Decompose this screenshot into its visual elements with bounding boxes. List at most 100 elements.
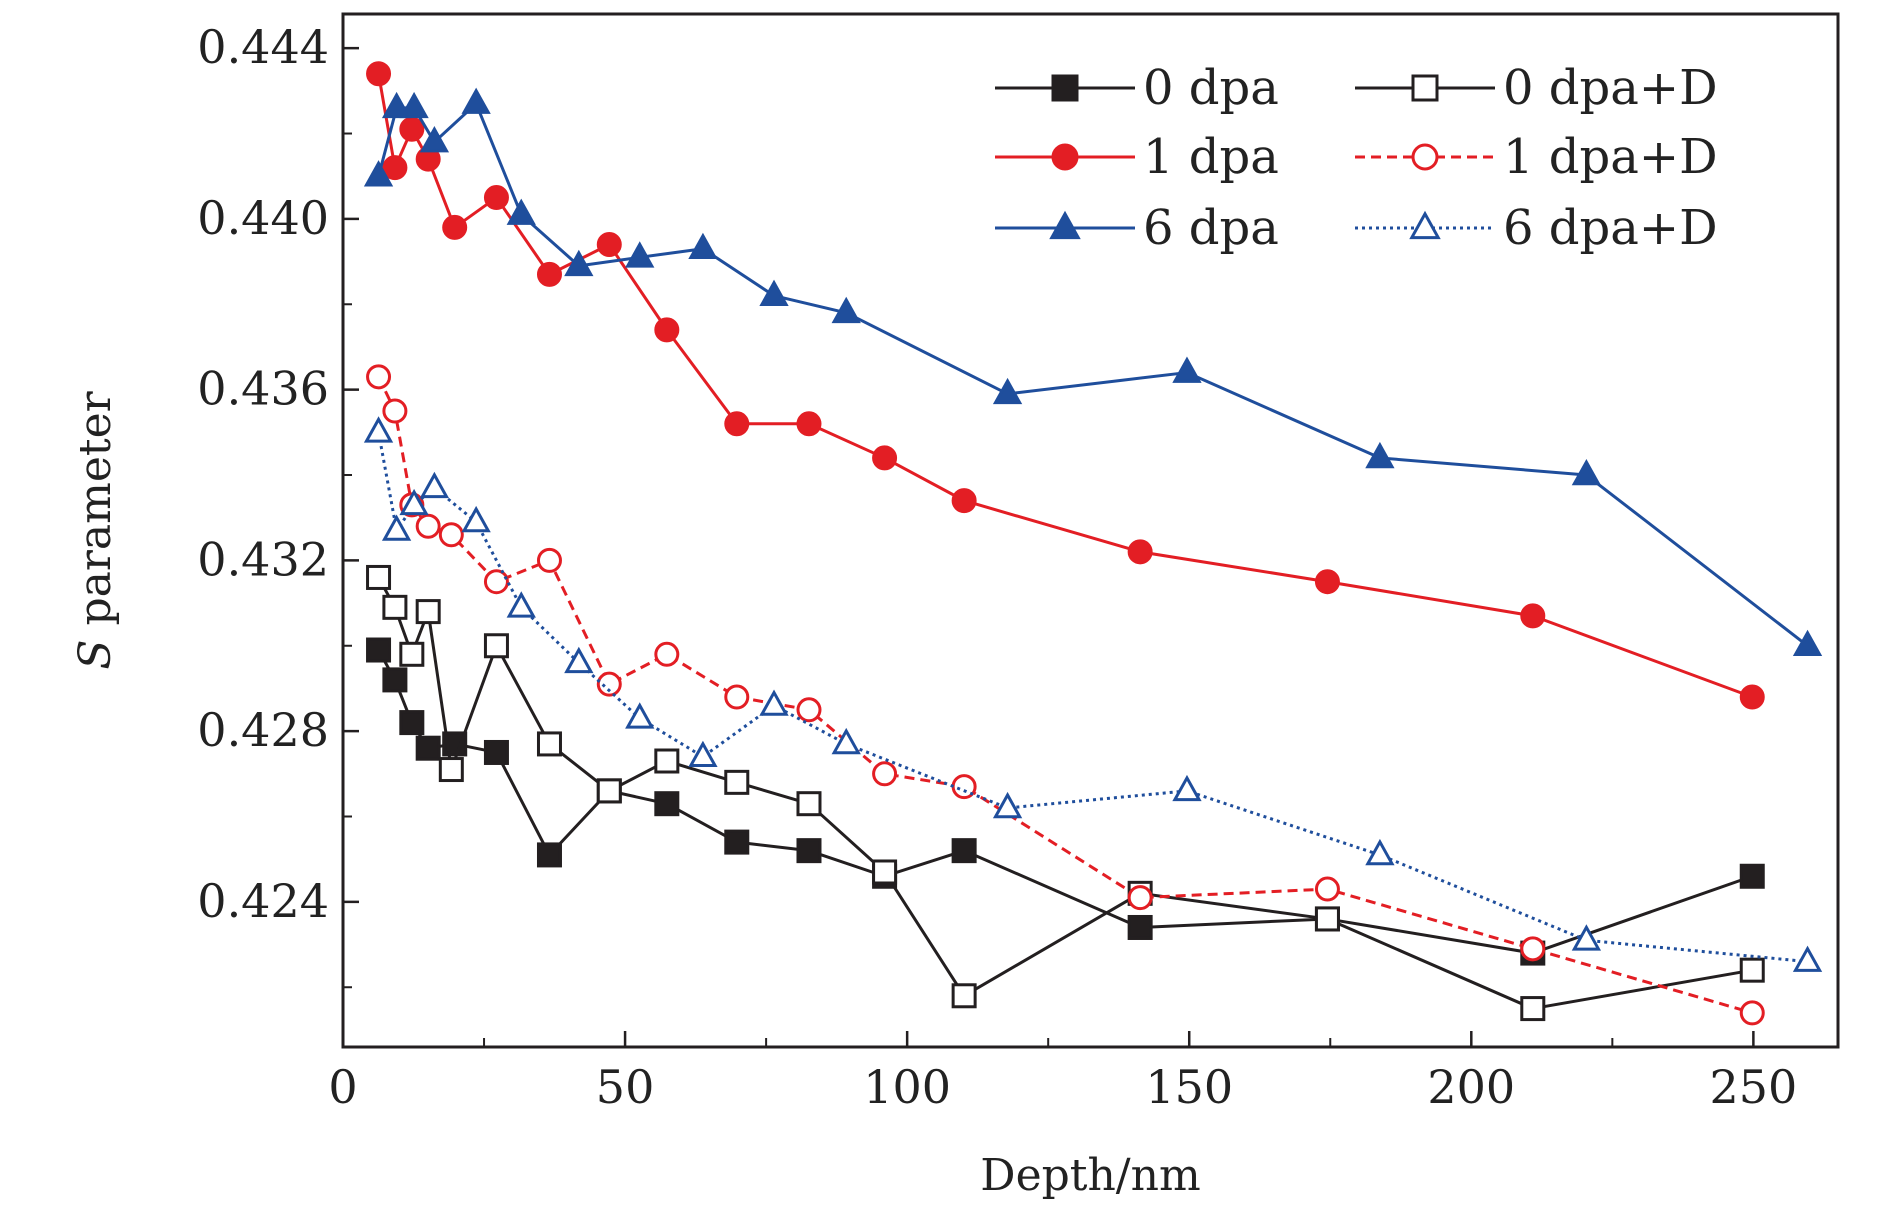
y-tick-label: 0.440 <box>197 191 329 245</box>
x-tick-label: 150 <box>1145 1060 1233 1114</box>
legend-marker <box>1411 143 1439 171</box>
plot-frame <box>341 12 1840 1049</box>
data-point-1-dpa <box>654 317 680 343</box>
series-line-6-dpa-plus-d <box>377 432 1808 964</box>
data-point-0-dpa-plus-d <box>415 599 441 625</box>
data-point-6-dpa-plus-d <box>759 689 789 716</box>
data-point-0-dpa-plus-d <box>724 769 750 795</box>
data-point-1-dpa-plus-d <box>438 522 464 548</box>
data-point-1-dpa-plus-d <box>1127 885 1153 911</box>
data-point-1-dpa <box>724 411 750 437</box>
y-axis-label: S parameter <box>70 390 121 669</box>
data-point-1-dpa <box>796 411 822 437</box>
data-point-6-dpa <box>992 377 1023 405</box>
data-point-6-dpa-plus-d <box>363 416 394 443</box>
data-point-0-dpa-plus-d <box>1739 957 1765 983</box>
data-point-6-dpa-plus-d <box>399 488 429 516</box>
data-point-0-dpa <box>1127 914 1153 940</box>
legend-item-6-dpa: 6 dpa <box>995 200 1279 256</box>
data-point-6-dpa-plus-d <box>688 740 718 768</box>
data-point-0-dpa-plus-d <box>382 594 408 620</box>
data-point-1-dpa-plus-d <box>1314 876 1340 902</box>
data-point-1-dpa <box>483 185 509 211</box>
y-tick-label: 0.432 <box>197 532 329 586</box>
legend-marker <box>1049 210 1081 240</box>
data-point-0-dpa <box>382 667 408 693</box>
data-point-0-dpa <box>536 842 562 868</box>
legend-item-6-dpa-plus-d: 6 dpa+D <box>1355 200 1718 256</box>
data-point-0-dpa-plus-d <box>1520 996 1546 1022</box>
x-tick-label: 100 <box>863 1060 951 1114</box>
data-point-6-dpa-plus-d <box>461 505 491 533</box>
legend-label: 6 dpa <box>1143 200 1279 256</box>
data-point-6-dpa <box>399 91 429 119</box>
legend-marker <box>1411 74 1439 102</box>
data-point-6-dpa-plus-d <box>1365 838 1395 866</box>
data-point-6-dpa <box>759 279 789 307</box>
data-point-1-dpa <box>1739 684 1765 710</box>
y-tick-label: 0.428 <box>197 703 329 757</box>
data-point-6-dpa <box>1172 356 1202 383</box>
data-point-6-dpa-plus-d <box>992 791 1023 819</box>
data-point-0-dpa-plus-d <box>536 731 562 757</box>
data-point-0-dpa-plus-d <box>951 983 977 1009</box>
data-point-0-dpa <box>483 739 509 765</box>
series-0-dpa-plus-d <box>366 564 1765 1022</box>
data-point-0-dpa <box>654 791 680 817</box>
data-point-0-dpa-plus-d <box>438 757 464 783</box>
data-point-6-dpa <box>419 126 450 153</box>
data-point-0-dpa <box>1739 863 1765 889</box>
legend-marker <box>1409 210 1441 240</box>
data-point-1-dpa <box>382 155 408 181</box>
y-tick-label: 0.444 <box>197 20 329 74</box>
legend-label: 6 dpa+D <box>1503 200 1718 256</box>
data-point-1-dpa-plus-d <box>483 569 509 595</box>
legend-item-1-dpa: 1 dpa <box>995 129 1279 185</box>
data-point-1-dpa <box>872 445 898 471</box>
data-point-1-dpa <box>1127 539 1153 565</box>
data-point-6-dpa-plus-d <box>625 702 655 729</box>
data-point-1-dpa-plus-d <box>596 671 622 697</box>
data-point-6-dpa <box>363 160 394 187</box>
x-tick-label: 50 <box>596 1060 655 1114</box>
data-point-1-dpa <box>1314 569 1340 595</box>
legend-label: 1 dpa+D <box>1503 129 1718 185</box>
data-point-6-dpa <box>461 87 491 114</box>
data-point-0-dpa-plus-d <box>1314 906 1340 932</box>
data-point-1-dpa <box>536 261 562 287</box>
x-tick-label: 250 <box>1709 1060 1797 1114</box>
data-point-0-dpa <box>399 710 425 736</box>
data-point-0-dpa <box>415 735 441 761</box>
data-point-6-dpa <box>1571 458 1602 486</box>
data-point-6-dpa <box>625 241 655 268</box>
series-6-dpa-plus-d <box>363 416 1823 972</box>
data-point-0-dpa-plus-d <box>483 633 509 659</box>
legend-marker <box>1051 143 1079 171</box>
data-point-1-dpa-plus-d <box>872 761 898 787</box>
series-layer <box>363 61 1823 1026</box>
data-point-1-dpa-plus-d <box>536 547 562 573</box>
data-point-6-dpa <box>831 296 861 324</box>
data-point-0-dpa <box>724 829 750 855</box>
data-point-1-dpa-plus-d <box>796 697 822 723</box>
data-point-1-dpa <box>442 214 468 240</box>
data-point-6-dpa <box>1792 629 1823 657</box>
data-point-1-dpa-plus-d <box>382 398 408 424</box>
axes-layer: 0 50 100 150 200 250 0.424 0.428 0.432 0.436 0.440… <box>197 12 1840 1114</box>
series-line-0-dpa-plus-d <box>377 576 1753 1011</box>
data-point-1-dpa-plus-d <box>366 364 392 390</box>
y-tick-label: 0.424 <box>197 874 329 928</box>
y-tick-label: 0.436 <box>197 362 329 416</box>
x-tick-label: 200 <box>1427 1060 1515 1114</box>
data-point-6-dpa-plus-d <box>564 646 594 674</box>
legend: 0 dpa 0 dpa+D 1 dpa 1 dpa+D 6 dpa 6 dpa+D <box>995 60 1718 256</box>
data-point-6-dpa <box>688 232 718 260</box>
legend-label: 1 dpa <box>1143 129 1279 185</box>
data-point-0-dpa-plus-d <box>596 778 622 804</box>
data-point-1-dpa-plus-d <box>654 641 680 667</box>
data-point-6-dpa <box>1365 441 1395 469</box>
data-point-1-dpa <box>1520 603 1546 629</box>
series-6-dpa <box>363 87 1823 657</box>
data-point-0-dpa-plus-d <box>872 859 898 885</box>
